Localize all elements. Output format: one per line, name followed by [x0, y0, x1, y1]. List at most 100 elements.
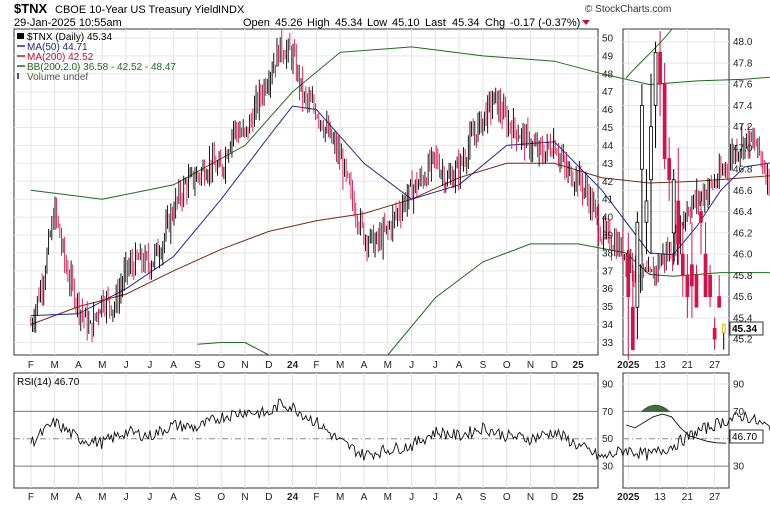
- legend-bb: BB(200,2.0) 36.58 - 42.52 - 48.47: [27, 62, 176, 73]
- x-tick-label: A: [361, 360, 368, 371]
- detail-y-tick-label: 45.4: [733, 313, 753, 324]
- candle-body: [676, 200, 681, 244]
- candle-body: [703, 253, 708, 297]
- high-label: High: [307, 17, 330, 29]
- open-label: Open: [243, 17, 270, 29]
- y-tick-label: 42: [602, 177, 614, 188]
- x-tick-label: O: [503, 360, 511, 371]
- legend-ma50: MA(50) 44.71: [27, 42, 88, 53]
- rsi-x-tick-label: N: [527, 492, 534, 503]
- detail-y-tick-label: 46.2: [733, 228, 753, 239]
- y-tick-label: 39: [602, 230, 614, 241]
- y-tick-label: 33: [602, 338, 614, 349]
- x-tick-label: M: [51, 360, 59, 371]
- rsi-y-tick-label: 50: [602, 434, 614, 445]
- detail-x-tick-label: 27: [709, 360, 721, 371]
- bb-lower-line-2024: [387, 243, 770, 356]
- main-price-series: [30, 29, 770, 356]
- x-tick-label: M: [336, 360, 344, 371]
- chg-value: -0.17 (-0.37%): [510, 17, 580, 29]
- rsi-x-tick-label: O: [217, 492, 225, 503]
- candle-body: [717, 296, 722, 308]
- detail-x-tick-label: 21: [682, 360, 694, 371]
- legend-item-ma200: MA(200) 42.52: [17, 52, 94, 63]
- detail-y-tick-label: 47.4: [733, 101, 753, 112]
- rsi-x-tick-label: F: [313, 492, 319, 503]
- legend-price: $TNX (Daily) 45.34: [27, 32, 112, 43]
- ohlc-quote: Open 45.26 High 45.34 Low 45.10 Last 45.…: [243, 17, 590, 29]
- rsi-y-tick-label: 30: [602, 462, 614, 473]
- y-tick-label: 38: [602, 248, 614, 259]
- y-tick-label: 41: [602, 195, 614, 206]
- detail-rsi-panel: [622, 372, 730, 489]
- detail-y-tick-label: 46.8: [733, 165, 753, 176]
- detail-y-tick-label: 47.6: [733, 80, 753, 91]
- y-tick-label: 47: [602, 87, 614, 98]
- x-tick-label: J: [124, 360, 129, 371]
- detail-rsi-x-tick-label: 2025: [617, 492, 640, 503]
- candle-body: [653, 51, 658, 106]
- rsi-x-tick-label: M: [51, 492, 59, 503]
- y-tick-label: 49: [602, 51, 614, 62]
- rsi-line: [30, 398, 770, 461]
- x-tick-label: J: [147, 360, 152, 371]
- y-tick-label: 37: [602, 266, 614, 277]
- last-price-tag: 45.34: [729, 321, 764, 336]
- x-tick-label: O: [217, 360, 225, 371]
- detail-y-tick-label: 47.8: [733, 58, 753, 69]
- rsi-x-tick-label: 25: [573, 492, 585, 503]
- rsi-x-tick-label: S: [480, 492, 487, 503]
- legend-volume: Volume undef: [27, 72, 88, 83]
- rsi-x-tick-label: 24: [287, 492, 299, 503]
- candle-body: [690, 264, 694, 287]
- detail-y-tick-label: 45.6: [733, 292, 753, 303]
- x-tick-label: S: [480, 360, 487, 371]
- detail-rsi-y-tick-label: 90: [733, 379, 745, 390]
- detail-y-tick-label: 48.0: [733, 37, 753, 48]
- x-tick-label: M: [384, 360, 392, 371]
- x-tick-label: A: [75, 360, 82, 371]
- last-price-box: [729, 321, 764, 336]
- y-tick-label: 45: [602, 123, 614, 134]
- candle-body: [671, 179, 676, 234]
- candle-body: [649, 126, 653, 181]
- detail-x-tick-label: 2025: [617, 360, 640, 371]
- candle-body: [640, 105, 644, 170]
- quote-date: 29-Jan-2025 10:55am: [14, 17, 122, 29]
- candle-body: [662, 83, 667, 159]
- x-tick-label: D: [265, 360, 272, 371]
- rsi-y-tick-label: 70: [602, 407, 614, 418]
- rsi-x-tick-label: D: [551, 492, 558, 503]
- detail-y-tick-label: 46.4: [733, 207, 753, 218]
- y-tick-label: 34: [602, 320, 614, 331]
- rsi-x-tick-label: A: [456, 492, 463, 503]
- candle-body: [630, 306, 635, 351]
- detail-y-tick-label: 46.0: [733, 250, 753, 261]
- rsi-x-tick-label: N: [241, 492, 248, 503]
- rsi-series: [30, 398, 770, 461]
- rsi-x-tick-label: A: [361, 492, 368, 503]
- main-price-panel: [13, 28, 599, 356]
- candle-body: [658, 51, 662, 85]
- bb-lower-line: [197, 342, 270, 356]
- chart-header: $TNX CBOE 10-Year US Treasury Yield INDX…: [14, 1, 671, 29]
- y-tick-label: 40: [602, 213, 614, 224]
- legend-item-ma50: MA(50) 44.71: [17, 42, 88, 53]
- last-rsi-box: [729, 429, 764, 444]
- last-label: Last: [425, 17, 446, 29]
- rsi-x-tick-label: J: [409, 492, 414, 503]
- rsi-y-tick-label: 90: [602, 379, 614, 390]
- detail-y-tick-label: 47.2: [733, 122, 753, 133]
- candle-body: [708, 274, 712, 297]
- y-tick-label: 35: [602, 302, 614, 313]
- security-name: CBOE 10-Year US Treasury Yield: [55, 4, 218, 16]
- rsi-x-tick-label: J: [147, 492, 152, 503]
- x-tick-label: 24: [287, 360, 299, 371]
- legend-item-bb: BB(200,2.0) 36.58 - 42.52 - 48.47: [17, 62, 176, 73]
- y-tick-label: 43: [602, 159, 614, 170]
- x-tick-label: A: [170, 360, 177, 371]
- y-tick-label: 50: [602, 33, 614, 44]
- x-tick-label: S: [194, 360, 201, 371]
- x-tick-label: J: [409, 360, 414, 371]
- y-tick-label: 44: [602, 141, 614, 152]
